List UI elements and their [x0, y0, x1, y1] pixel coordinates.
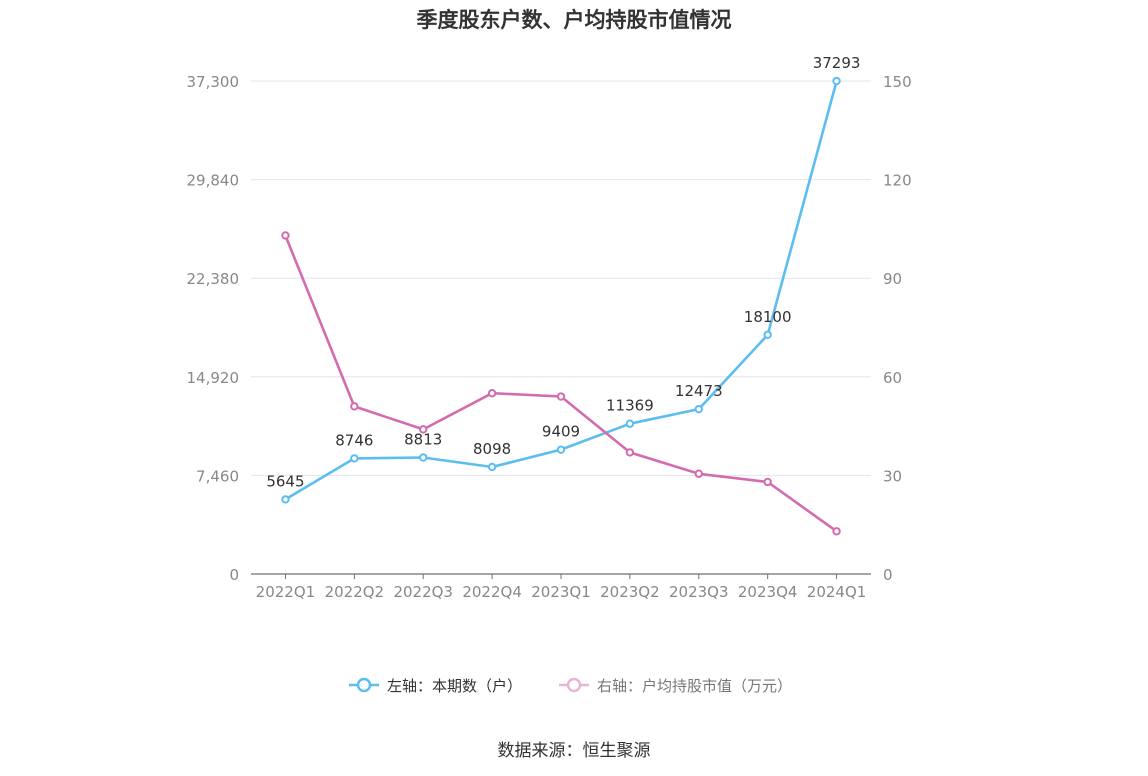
legend-marker-2: [566, 677, 582, 693]
legend-label-1: 左轴：本期数（户）: [387, 677, 522, 695]
series-line-2: [284, 235, 838, 533]
x-axis-tick-label: 2023Q2: [600, 583, 660, 601]
data-label: 11369: [606, 397, 654, 415]
left-axis-tick-label: 7,460: [196, 467, 239, 485]
x-axis-tick-label: 2023Q1: [531, 583, 591, 601]
series-1-point: [832, 76, 841, 86]
series-1-point: [487, 462, 497, 472]
x-axis-tick-label: 2022Q3: [393, 583, 453, 601]
data-label: 37293: [813, 54, 861, 72]
data-label: 8813: [404, 431, 442, 449]
data-label: 8746: [335, 431, 373, 449]
series-1-point: [350, 454, 359, 463]
series-1-point: [419, 453, 428, 462]
data-label: 5645: [266, 472, 304, 490]
left-axis-tick-label: 22,380: [187, 270, 240, 288]
data-label: 12473: [675, 382, 723, 400]
x-axis-tick-label: 2023Q4: [738, 583, 798, 601]
data-label: 18100: [744, 308, 792, 326]
x-axis-tick-label: 2022Q4: [462, 583, 522, 601]
series-2-point: [832, 527, 841, 536]
series-2-point: [694, 469, 703, 478]
chart-title: 季度股东户数、户均持股市值情况: [416, 8, 732, 32]
series-2-point: [350, 402, 359, 411]
left-axis-tick-label: 37,300: [187, 73, 240, 91]
series-2-point: [281, 231, 290, 240]
right-axis-tick-label: 60: [883, 369, 902, 387]
series-2-point: [625, 448, 635, 457]
series-1-point: [625, 419, 635, 428]
x-axis-tick-label: 2022Q1: [256, 583, 316, 601]
right-axis-tick-label: 30: [883, 467, 902, 485]
right-axis-tick-label: 0: [883, 566, 893, 584]
series-2-point: [556, 392, 566, 401]
left-axis-tick-label: 0: [229, 566, 239, 584]
legend-marker-1: [356, 677, 372, 693]
series-2-point: [763, 477, 772, 487]
x-axis-tick-label: 2022Q2: [325, 583, 385, 601]
chart-source: 数据来源：恒生聚源: [497, 741, 651, 761]
series-2-point: [487, 389, 497, 398]
data-label: 8098: [473, 440, 511, 458]
series-1-point: [556, 445, 566, 454]
x-axis-tick-label: 2023Q3: [669, 583, 729, 601]
series-1-point: [763, 330, 772, 339]
legend-label-2: 右轴：户均持股市值（万元）: [597, 677, 792, 695]
right-axis-tick-label: 90: [883, 270, 902, 288]
series-1-point: [694, 404, 703, 414]
x-axis-tick-label: 2024Q1: [807, 583, 867, 601]
left-axis-tick-label: 14,920: [187, 369, 240, 387]
series-1-point: [281, 495, 290, 504]
right-axis-tick-label: 150: [883, 73, 912, 91]
series-2-point: [419, 425, 428, 434]
left-axis-tick-label: 29,840: [187, 172, 240, 190]
data-label: 9409: [542, 423, 580, 441]
right-axis-tick-label: 120: [883, 172, 912, 190]
